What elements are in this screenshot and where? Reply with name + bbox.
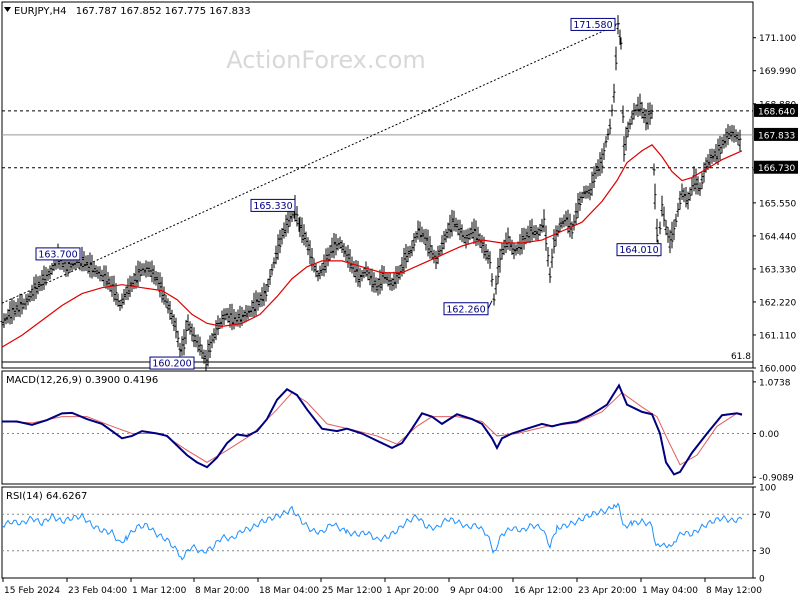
x-tick-label: 18 Mar 04:00 (259, 586, 319, 596)
triangle-down-icon[interactable] (4, 7, 11, 12)
fib-level-label: 61.8 (731, 352, 751, 362)
x-tick-label: 1 Apr 20:00 (386, 586, 439, 596)
rsi-title: RSI(14) 64.6267 (6, 491, 87, 502)
price-annotations: 171.580 165.330 163.700 162.260 164.010 160.2… (35, 17, 662, 370)
price-tick-label: 162.220 (759, 298, 796, 308)
macd-series (1, 383, 753, 476)
annotation-box (149, 356, 195, 370)
annotation-label: 162.260 (446, 304, 485, 315)
rsi-tick-label: 30 (759, 547, 771, 557)
x-tick-label: 15 Feb 2024 (4, 586, 60, 596)
ohlc-values: 167.787 167.852 167.775 167.833 (76, 6, 251, 17)
macd-line (2, 383, 743, 476)
macd-tick-label: 1.0738 (759, 378, 791, 388)
macd-title: MACD(12,26,9) 0.3900 0.4196 (6, 375, 158, 386)
level-value-box (754, 160, 798, 174)
level-value-label: 167.833 (758, 131, 795, 141)
annotation-label: 171.580 (573, 20, 612, 31)
price-tick-label: 171.100 (759, 34, 796, 44)
level-value-label: 168.640 (758, 107, 795, 117)
rsi-tick-label: 100 (759, 484, 776, 494)
price-tick-label: 160.000 (759, 365, 796, 375)
rsi-tick-label: 70 (759, 511, 771, 521)
annotation-connector (487, 300, 493, 309)
x-tick-label: 1 May 04:00 (642, 586, 698, 596)
pane-frames (1, 1, 754, 579)
annotation-connector (614, 22, 620, 25)
annotation-label: 164.010 (619, 245, 658, 256)
x-tick-label: 25 Mar 12:00 (322, 586, 382, 596)
x-tick-label: 1 Mar 12:00 (132, 586, 187, 596)
svg-text:EURJPY,H4 167.787 167.85: EURJPY,H4 167.787 167.852 167.775 167.83… (14, 6, 251, 17)
price-tick-label: 165.550 (759, 199, 796, 209)
price-tick-label: 169.990 (759, 67, 796, 77)
y-axis-labels: 171.100169.990168.880166.660165.550164.4… (731, 34, 798, 585)
price-tick-label: 161.110 (759, 331, 796, 341)
price-tick-label: 163.330 (759, 265, 796, 275)
rsi-line (1, 502, 743, 561)
price-series (0, 15, 743, 372)
annotation-label: 160.200 (152, 359, 191, 370)
macd-pane-frame (1, 370, 754, 485)
x-tick-label: 23 Apr 20:00 (578, 586, 637, 596)
x-tick-label: 8 Mar 20:00 (195, 586, 250, 596)
x-tick-label: 23 Feb 04:00 (68, 586, 127, 596)
level-value-box (754, 103, 798, 117)
x-tick-label: 9 Apr 04:00 (450, 586, 503, 596)
level-value-box (754, 127, 798, 141)
symbol-label: EURJPY,H4 (14, 6, 67, 17)
moving-average-line (1, 144, 743, 348)
rsi-series (1, 502, 753, 561)
annotation-box (250, 198, 296, 212)
rsi-pane-frame (1, 486, 754, 579)
annotation-box (570, 17, 616, 31)
annotation-box (35, 247, 81, 261)
price-header[interactable]: EURJPY,H4 167.787 167.852 167.775 167.83… (4, 6, 251, 17)
annotation-box (616, 243, 662, 257)
macd-signal-line (1, 391, 742, 466)
watermark: ActionForex.com (226, 46, 426, 74)
x-tick-label: 16 Apr 12:00 (514, 586, 573, 596)
price-pane-frame (1, 1, 754, 369)
x-axis-labels: 15 Feb 2024 23 Feb 04:00 1 Mar 12:00 8 Mar … (2, 578, 762, 596)
price-levels (1, 22, 753, 363)
annotation-label: 165.330 (253, 201, 292, 212)
rsi-tick-label: 0 (759, 575, 765, 585)
trendline (1, 22, 621, 304)
macd-tick-label: -0.9089 (759, 474, 794, 484)
x-tick-label: 8 May 12:00 (706, 586, 762, 596)
annotation-box (443, 302, 489, 316)
macd-tick-label: 0.00 (759, 430, 779, 440)
annotation-label: 163.700 (38, 249, 77, 260)
level-value-label: 166.730 (758, 164, 795, 174)
price-tick-label: 164.440 (759, 232, 796, 242)
